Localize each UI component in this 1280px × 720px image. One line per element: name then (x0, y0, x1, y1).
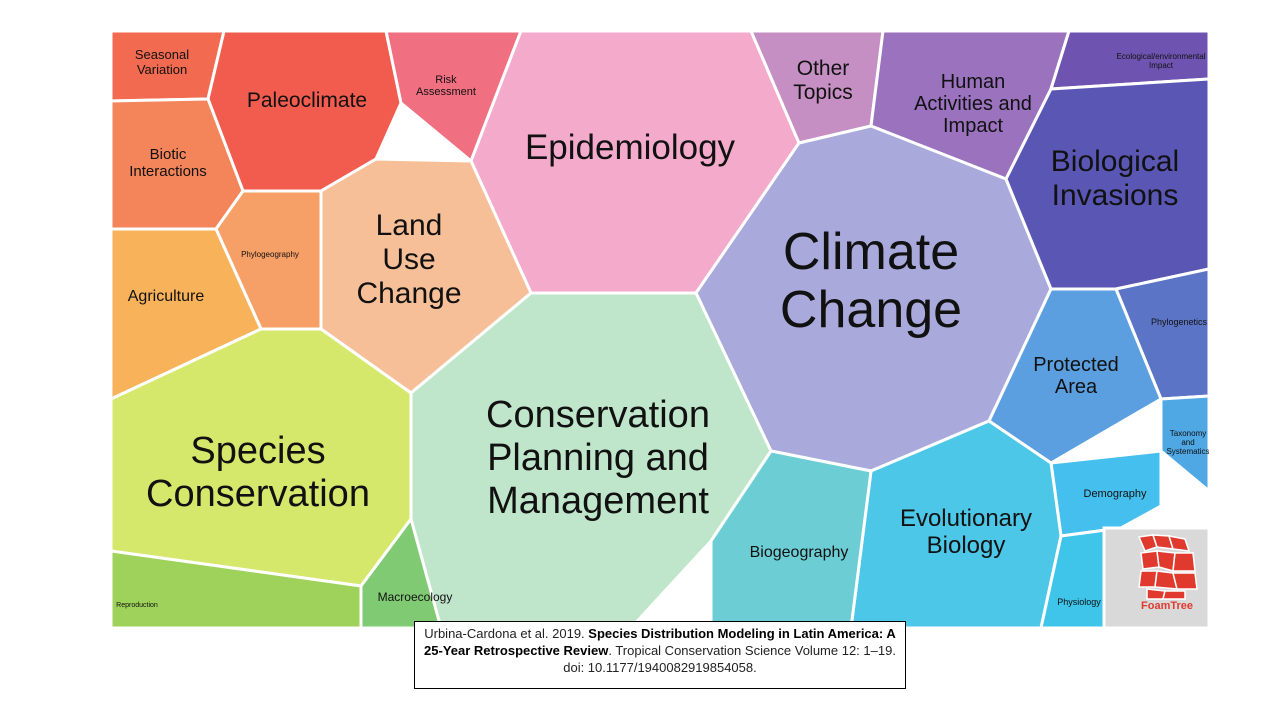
topic-label-reproduction: Reproduction (116, 602, 158, 609)
topic-label-line: Impact (943, 115, 1003, 137)
foamtree-logo: FoamTree (1102, 526, 1209, 628)
topic-label-line: Variation (137, 62, 187, 77)
topic-cell-biogeography (709, 449, 873, 628)
topic-label-line: Management (487, 480, 709, 522)
topic-label-line: Other (797, 57, 850, 80)
topic-label-species-conservation: Species Conservation (146, 430, 370, 515)
topic-label-climate-change: Climate Change (780, 223, 962, 339)
topic-label-line: Interactions (129, 163, 207, 180)
topic-label-paleoclimate: Paleoclimate (247, 89, 367, 112)
topic-label-line: Epidemiology (525, 128, 736, 167)
topic-label-biological-invasions: Biological Invasions (1051, 145, 1179, 212)
topic-label-line: Ecological/environmental (1117, 52, 1206, 61)
topic-label-line: Paleoclimate (247, 89, 367, 112)
topic-label-physiology: Physiology (1057, 597, 1101, 607)
topic-label-line: Assessment (416, 86, 476, 98)
topic-label-line: Biogeography (750, 544, 849, 561)
topic-label-line: Human (941, 71, 1005, 93)
topic-label-line: Physiology (1057, 597, 1101, 607)
topic-label-line: Evolutionary (900, 505, 1032, 532)
topic-label-seasonal-variation: Seasonal Variation (135, 47, 189, 77)
citation-title: Species Distribution Modeling in Latin A… (424, 626, 896, 658)
topic-label-line: Demography (1084, 488, 1147, 500)
topic-label-biogeography: Biogeography (750, 544, 849, 561)
topic-label-line: Topics (793, 81, 853, 104)
topic-label-line: Biological (1051, 145, 1179, 178)
topic-label-line: Impact (1149, 61, 1174, 70)
topic-cell-taxonomy (1159, 394, 1209, 493)
topic-label-line: Activities and (914, 93, 1032, 115)
topic-label-demography: Demography (1084, 488, 1147, 500)
topic-label-line: Biotic (150, 146, 187, 163)
topic-label-line: Risk (435, 74, 457, 86)
topic-label-ecological-impact: Ecological/environmental Impact (1117, 52, 1206, 70)
topic-label-line: Systematics (1166, 447, 1209, 456)
topic-cell-ecological-impact (1049, 31, 1209, 91)
topic-label-line: Phylogenetics (1151, 317, 1208, 327)
topic-label-line: Agriculture (128, 288, 205, 305)
topic-label-line: Use (382, 243, 435, 276)
topic-label-human-activities: Human Activities and Impact (914, 71, 1032, 137)
topic-label-biotic-interactions: Biotic Interactions (129, 146, 207, 180)
topic-label-line: Change (356, 277, 461, 310)
topic-label-line: Planning and (487, 437, 709, 479)
topic-cell-protected-area (987, 287, 1163, 465)
topic-label-line: Protected (1033, 354, 1119, 376)
topic-label-protected-area: Protected Area (1033, 354, 1119, 398)
topic-label-line: Change (780, 281, 962, 339)
topic-label-line: Land (376, 209, 443, 242)
topic-label-line: Species (190, 430, 325, 472)
topic-label-line: Macroecology (378, 590, 453, 604)
topic-label-phylogeography: Phylogeography (241, 250, 299, 259)
topic-label-line: and (1181, 438, 1194, 447)
topic-label-line: Invasions (1052, 179, 1179, 212)
topic-label-land-use-change: Land Use Change (356, 209, 461, 310)
topic-label-risk-assessment: Risk Assessment (416, 74, 476, 98)
topic-label-line: Phylogeography (241, 250, 299, 259)
topic-label-line: Conservation (146, 473, 370, 515)
topic-foamtree-diagram: Seasonal Variation Paleoclimate Risk Assessm… (111, 31, 1209, 628)
citation-caption: Urbina-Cardona et al. 2019. Species Dist… (414, 621, 906, 689)
topic-label-other-topics: Other Topics (793, 57, 853, 104)
topic-label-line: Area (1055, 376, 1098, 398)
foamtree-logo-text: FoamTree (1141, 600, 1193, 612)
topic-cell-macroecology (359, 517, 443, 628)
topic-label-line: Climate (783, 223, 959, 281)
topic-label-epidemiology: Epidemiology (525, 128, 736, 167)
topic-cell-reproduction (111, 549, 363, 628)
topic-label-line: Reproduction (116, 602, 158, 609)
topic-label-agriculture: Agriculture (128, 288, 205, 305)
citation-prefix: Urbina-Cardona et al. 2019. (424, 626, 589, 641)
topic-label-taxonomy: Taxonomy and Systematics (1166, 429, 1209, 456)
topic-label-line: Taxonomy (1170, 429, 1206, 438)
topic-label-phylogenetics: Phylogenetics (1151, 317, 1208, 327)
topic-label-line: Biology (927, 532, 1006, 559)
topic-label-line: Seasonal (135, 47, 189, 62)
topic-label-line: Conservation (486, 394, 710, 436)
topic-label-macroecology: Macroecology (378, 590, 453, 604)
topic-label-conservation-planning: Conservation Planning and Management (486, 394, 710, 522)
citation-suffix: . Tropical Conservation Science Volume 1… (563, 643, 896, 675)
topic-label-evolutionary-biology: Evolutionary Biology (900, 505, 1032, 559)
